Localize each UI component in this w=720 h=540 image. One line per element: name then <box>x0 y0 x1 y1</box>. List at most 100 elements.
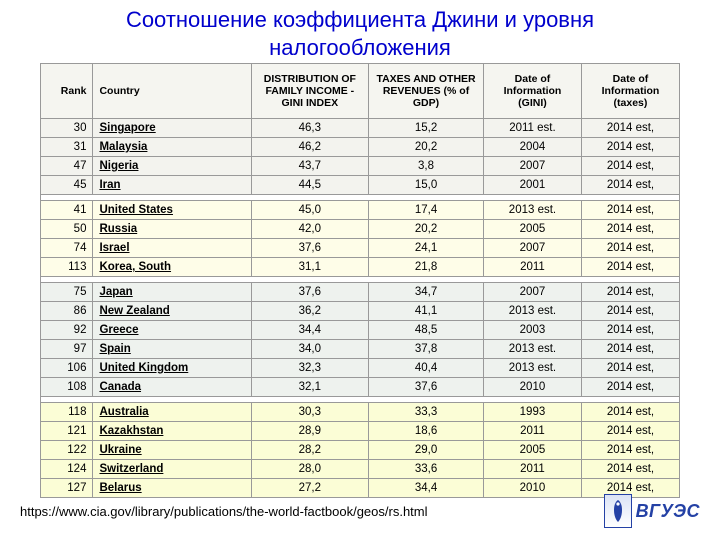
cell-country: Canada <box>93 378 251 397</box>
col-tax: TAXES AND OTHER REVENUES (% of GDP) <box>369 64 484 119</box>
cell-gini: 43,7 <box>251 157 369 176</box>
cell-tax: 15,2 <box>369 119 484 138</box>
cell-date-tax: 2014 est, <box>581 119 679 138</box>
cell-gini: 46,2 <box>251 138 369 157</box>
cell-country: Russia <box>93 220 251 239</box>
cell-gini: 34,4 <box>251 321 369 340</box>
source-url: https://www.cia.gov/library/publications… <box>20 504 428 519</box>
cell-date-gini: 2013 est. <box>483 201 581 220</box>
cell-gini: 28,9 <box>251 422 369 441</box>
cell-date-gini: 2007 <box>483 239 581 258</box>
cell-date-tax: 2014 est, <box>581 422 679 441</box>
cell-country: Australia <box>93 403 251 422</box>
cell-country: Japan <box>93 283 251 302</box>
cell-country: Singapore <box>93 119 251 138</box>
cell-gini: 28,0 <box>251 460 369 479</box>
table-row: 106United Kingdom32,340,42013 est.2014 e… <box>41 359 680 378</box>
col-gini: DISTRIBUTION OF FAMILY INCOME - GINI IND… <box>251 64 369 119</box>
table-row: 31Malaysia46,220,220042014 est, <box>41 138 680 157</box>
cell-country: Ukraine <box>93 441 251 460</box>
table-row: 47Nigeria43,73,820072014 est, <box>41 157 680 176</box>
table-row: 74Israel37,624,120072014 est, <box>41 239 680 258</box>
cell-date-gini: 2011 <box>483 460 581 479</box>
table-row: 50Russia42,020,220052014 est, <box>41 220 680 239</box>
table-container: Rank Country DISTRIBUTION OF FAMILY INCO… <box>0 63 720 498</box>
logo-text: ВГУЭС <box>636 501 700 522</box>
table-row: 113Korea, South31,121,820112014 est, <box>41 258 680 277</box>
header-row: Rank Country DISTRIBUTION OF FAMILY INCO… <box>41 64 680 119</box>
cell-rank: 97 <box>41 340 93 359</box>
cell-rank: 122 <box>41 441 93 460</box>
footer: https://www.cia.gov/library/publications… <box>20 494 700 528</box>
cell-tax: 40,4 <box>369 359 484 378</box>
cell-date-gini: 1993 <box>483 403 581 422</box>
cell-rank: 50 <box>41 220 93 239</box>
cell-date-gini: 2007 <box>483 157 581 176</box>
cell-gini: 34,0 <box>251 340 369 359</box>
cell-gini: 37,6 <box>251 283 369 302</box>
cell-country: Iran <box>93 176 251 195</box>
cell-tax: 20,2 <box>369 220 484 239</box>
cell-gini: 36,2 <box>251 302 369 321</box>
cell-country: United Kingdom <box>93 359 251 378</box>
cell-tax: 18,6 <box>369 422 484 441</box>
cell-tax: 29,0 <box>369 441 484 460</box>
cell-date-tax: 2014 est, <box>581 359 679 378</box>
cell-rank: 31 <box>41 138 93 157</box>
cell-date-gini: 2003 <box>483 321 581 340</box>
cell-tax: 24,1 <box>369 239 484 258</box>
cell-gini: 45,0 <box>251 201 369 220</box>
cell-date-gini: 2004 <box>483 138 581 157</box>
cell-rank: 75 <box>41 283 93 302</box>
page-title: Соотношение коэффициента Джини и уровня … <box>0 0 720 63</box>
cell-gini: 37,6 <box>251 239 369 258</box>
cell-rank: 124 <box>41 460 93 479</box>
col-date-gini: Date of Information (GINI) <box>483 64 581 119</box>
cell-date-tax: 2014 est, <box>581 220 679 239</box>
cell-date-gini: 2001 <box>483 176 581 195</box>
cell-gini: 28,2 <box>251 441 369 460</box>
table-row: 118Australia30,333,319932014 est, <box>41 403 680 422</box>
cell-date-tax: 2014 est, <box>581 138 679 157</box>
cell-date-tax: 2014 est, <box>581 403 679 422</box>
table-row: 124Switzerland28,033,620112014 est, <box>41 460 680 479</box>
cell-gini: 32,3 <box>251 359 369 378</box>
cell-tax: 3,8 <box>369 157 484 176</box>
cell-date-tax: 2014 est, <box>581 302 679 321</box>
gini-tax-table: Rank Country DISTRIBUTION OF FAMILY INCO… <box>40 63 680 498</box>
cell-date-tax: 2014 est, <box>581 441 679 460</box>
cell-tax: 41,1 <box>369 302 484 321</box>
table-row: 121Kazakhstan28,918,620112014 est, <box>41 422 680 441</box>
cell-country: Kazakhstan <box>93 422 251 441</box>
cell-rank: 86 <box>41 302 93 321</box>
cell-tax: 33,6 <box>369 460 484 479</box>
cell-date-tax: 2014 est, <box>581 239 679 258</box>
cell-date-gini: 2005 <box>483 441 581 460</box>
cell-tax: 33,3 <box>369 403 484 422</box>
cell-gini: 31,1 <box>251 258 369 277</box>
table-row: 86New Zealand36,241,12013 est.2014 est, <box>41 302 680 321</box>
col-country: Country <box>93 64 251 119</box>
cell-country: Malaysia <box>93 138 251 157</box>
cell-gini: 32,1 <box>251 378 369 397</box>
cell-rank: 121 <box>41 422 93 441</box>
table-row: 122Ukraine28,229,020052014 est, <box>41 441 680 460</box>
cell-gini: 46,3 <box>251 119 369 138</box>
cell-date-tax: 2014 est, <box>581 460 679 479</box>
cell-country: Korea, South <box>93 258 251 277</box>
table-row: 92Greece34,448,520032014 est, <box>41 321 680 340</box>
cell-gini: 42,0 <box>251 220 369 239</box>
cell-tax: 15,0 <box>369 176 484 195</box>
cell-date-gini: 2013 est. <box>483 340 581 359</box>
table-row: 45Iran44,515,020012014 est, <box>41 176 680 195</box>
cell-rank: 41 <box>41 201 93 220</box>
cell-tax: 20,2 <box>369 138 484 157</box>
cell-tax: 48,5 <box>369 321 484 340</box>
cell-date-gini: 2011 <box>483 422 581 441</box>
cell-gini: 44,5 <box>251 176 369 195</box>
cell-tax: 21,8 <box>369 258 484 277</box>
cell-date-tax: 2014 est, <box>581 176 679 195</box>
cell-rank: 30 <box>41 119 93 138</box>
cell-date-tax: 2014 est, <box>581 378 679 397</box>
cell-country: Nigeria <box>93 157 251 176</box>
